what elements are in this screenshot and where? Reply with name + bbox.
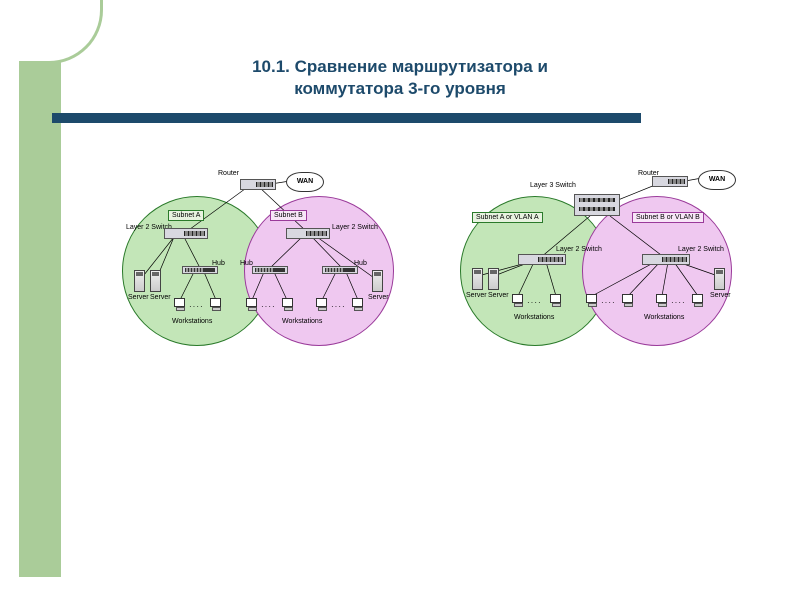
l3-switch-label: Layer 3 Switch: [530, 182, 576, 189]
r-server-a2: [488, 268, 499, 290]
r-ws-a-label: Workstations: [514, 314, 554, 321]
r-server-b: [714, 268, 725, 290]
l3-switch: [574, 194, 620, 216]
l2-switch-a: [164, 228, 208, 239]
slide-title: 10.1. Сравнение маршрутизатора и коммута…: [0, 56, 800, 100]
left-panel: Router WAN Subnet A Subnet B Layer 2 Swi…: [122, 170, 424, 350]
ws-a1: [174, 298, 185, 309]
r-ws-a1: [512, 294, 523, 305]
server-a-label: Server: [128, 294, 149, 301]
r-l2-switch-b: [642, 254, 690, 265]
r-ws-b3: [656, 294, 667, 305]
title-line2: коммутатора 3-го уровня: [294, 79, 506, 98]
hub-b2: [322, 266, 358, 274]
dots-b2: ····: [331, 302, 346, 311]
router-device: [240, 179, 276, 190]
ws-a-label: Workstations: [172, 318, 212, 325]
r-router: [652, 176, 688, 187]
vlan-a-label: Subnet A or VLAN A: [472, 212, 543, 223]
l2-switch-b: [286, 228, 330, 239]
right-panel: Router WAN Layer 3 Switch Subnet A or VL…: [460, 170, 762, 350]
server-b-label: Server: [368, 294, 389, 301]
ws-b1: [246, 298, 257, 309]
l2-left-b-label: Layer 2 Switch: [332, 224, 378, 231]
vlan-b-label: Subnet B or VLAN B: [632, 212, 704, 223]
r-server-b-label: Server: [710, 292, 731, 299]
r-ws-b1: [586, 294, 597, 305]
server-a-label2: Server: [150, 294, 171, 301]
ws-b3: [316, 298, 327, 309]
router-label: Router: [218, 170, 239, 177]
ws-a2: [210, 298, 221, 309]
wan-cloud: WAN: [286, 172, 324, 192]
r-wan-cloud: WAN: [698, 170, 736, 190]
hub-a: [182, 266, 218, 274]
subnet-b-label: Subnet B: [270, 210, 307, 221]
r-server-a-label: Server: [466, 292, 487, 299]
diagram-container: Router WAN Subnet A Subnet B Layer 2 Swi…: [122, 170, 738, 350]
bullet-dot: [38, 114, 46, 122]
r-ws-b-label: Workstations: [644, 314, 684, 321]
hub-b1: [252, 266, 288, 274]
subnet-a-label: Subnet A: [168, 210, 204, 221]
r-l2-switch-a: [518, 254, 566, 265]
r-l2a-label: Layer 2 Switch: [556, 246, 602, 253]
server-b: [372, 270, 383, 292]
title-line1: 10.1. Сравнение маршрутизатора и: [252, 57, 548, 76]
r-ws-a2: [550, 294, 561, 305]
r-l2b-label: Layer 2 Switch: [678, 246, 724, 253]
ws-b4: [352, 298, 363, 309]
dots-b1: ····: [261, 302, 276, 311]
r-ws-b2: [622, 294, 633, 305]
r-dots-b1: ····: [601, 298, 616, 307]
hub-b1-label: Hub: [240, 260, 253, 267]
ws-b2: [282, 298, 293, 309]
r-dots-a: ····: [527, 298, 542, 307]
ws-b-label: Workstations: [282, 318, 322, 325]
r-server-a-label2: Server: [488, 292, 509, 299]
dots-a: ····: [189, 302, 204, 311]
r-ws-b4: [692, 294, 703, 305]
server-a1: [134, 270, 145, 292]
r-server-a1: [472, 268, 483, 290]
server-a2: [150, 270, 161, 292]
r-dots-b2: ····: [671, 298, 686, 307]
header-rule: [52, 113, 641, 123]
corner-curve: [19, 0, 103, 64]
